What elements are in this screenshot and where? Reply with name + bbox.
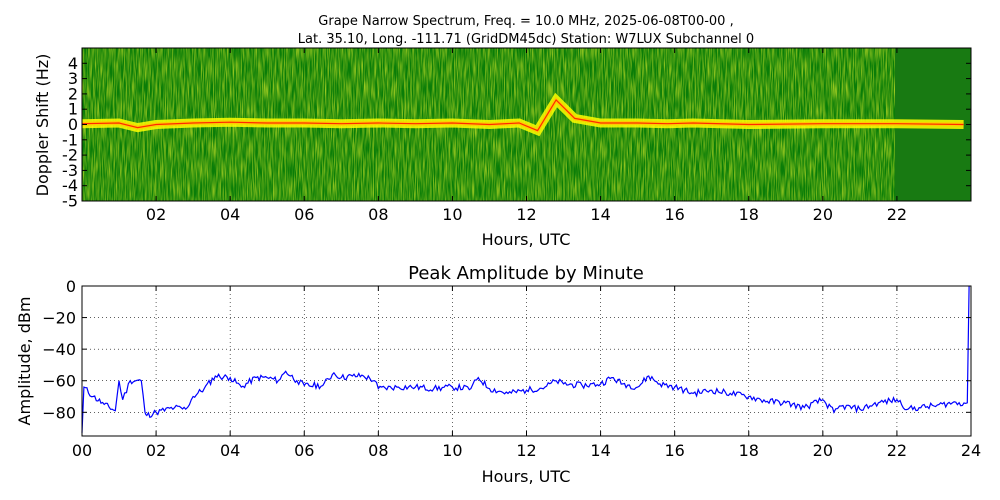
amplitude-x-tick-label: 12 bbox=[516, 441, 536, 460]
amplitude-y-tick-label: −60 bbox=[42, 372, 76, 391]
amplitude-x-tick-label: 10 bbox=[442, 441, 462, 460]
spectrogram-x-tick-label: 10 bbox=[442, 205, 462, 224]
spectrogram-x-tick-label: 02 bbox=[146, 205, 166, 224]
amplitude-x-tick-label: 06 bbox=[294, 441, 314, 460]
amplitude-x-tick-label: 14 bbox=[590, 441, 610, 460]
amplitude-y-tick-label: −80 bbox=[42, 403, 76, 422]
amplitude-x-tick-label: 18 bbox=[739, 441, 759, 460]
spectrogram-y-tick-label: 4 bbox=[68, 54, 78, 73]
doppler-trace-peak bbox=[81, 99, 964, 132]
amplitude-panel: Peak Amplitude by Minute 00 02 04 06 08 10 12 1… bbox=[15, 263, 981, 486]
figure-title-line2: Lat. 35.10, Long. -111.71 (GridDM45dc) S… bbox=[298, 32, 754, 47]
spectrogram-y-tick-label: -2 bbox=[62, 146, 78, 165]
spectrogram-y-tick-label: 1 bbox=[68, 100, 78, 119]
figure-title-line1: Grape Narrow Spectrum, Freq. = 10.0 MHz,… bbox=[318, 14, 733, 29]
amplitude-x-tick-label: 22 bbox=[887, 441, 907, 460]
spectrogram-y-tick-label: -4 bbox=[62, 176, 78, 195]
amplitude-chart-title: Peak Amplitude by Minute bbox=[408, 263, 644, 284]
amplitude-series-line bbox=[81, 285, 970, 433]
spectrogram-x-ticks: 02 04 06 08 10 12 14 16 18 20 22 bbox=[146, 48, 907, 224]
amplitude-x-tick-label: 16 bbox=[664, 441, 684, 460]
amplitude-x-tick-label: 24 bbox=[961, 441, 981, 460]
spectrogram-x-tick-label: 14 bbox=[590, 205, 610, 224]
amplitude-y-axis-label: Amplitude, dBm bbox=[15, 297, 34, 426]
amplitude-y-ticks: 0 −20 −40 −60 −80 bbox=[42, 277, 971, 422]
spectrogram-x-tick-label: 22 bbox=[887, 205, 907, 224]
amplitude-x-tick-label: 04 bbox=[220, 441, 240, 460]
spectrogram-x-tick-label: 18 bbox=[739, 205, 759, 224]
spectrogram-y-tick-label: 2 bbox=[68, 84, 78, 103]
amplitude-x-tick-label: 08 bbox=[368, 441, 388, 460]
spectrogram-x-axis-label: Hours, UTC bbox=[482, 230, 571, 249]
spectrogram-x-tick-label: 06 bbox=[294, 205, 314, 224]
spectrogram-x-tick-label: 08 bbox=[368, 205, 388, 224]
spectrogram-y-axis-label: Doppler Shift (Hz) bbox=[33, 54, 52, 197]
amplitude-x-ticks: 00 02 04 06 08 10 12 14 16 18 20 22 24 bbox=[72, 286, 981, 460]
amplitude-x-axis-label: Hours, UTC bbox=[482, 467, 571, 486]
amplitude-x-tick-label: 00 bbox=[72, 441, 92, 460]
spectrogram-x-tick-label: 16 bbox=[664, 205, 684, 224]
spectrogram-y-tick-label: -1 bbox=[62, 130, 78, 149]
spectrogram-y-tick-label: 3 bbox=[68, 69, 78, 88]
spectrogram-y-tick-label: -5 bbox=[62, 192, 78, 211]
amplitude-y-tick-label: −40 bbox=[42, 340, 76, 359]
amplitude-y-tick-label: 0 bbox=[66, 277, 76, 296]
amplitude-plot-area bbox=[82, 286, 971, 436]
spectrogram-y-tick-label: -3 bbox=[62, 161, 78, 180]
spectrogram-x-tick-label: 12 bbox=[516, 205, 536, 224]
amplitude-x-tick-label: 20 bbox=[813, 441, 833, 460]
amplitude-grid bbox=[82, 286, 971, 436]
spectrogram-x-tick-label: 20 bbox=[813, 205, 833, 224]
amplitude-x-tick-label: 02 bbox=[146, 441, 166, 460]
spectrogram-y-tick-label: 0 bbox=[68, 115, 78, 134]
spectrogram-traces bbox=[81, 92, 964, 137]
amplitude-y-tick-label: −20 bbox=[42, 309, 76, 328]
spectrogram-x-tick-label: 04 bbox=[220, 205, 240, 224]
